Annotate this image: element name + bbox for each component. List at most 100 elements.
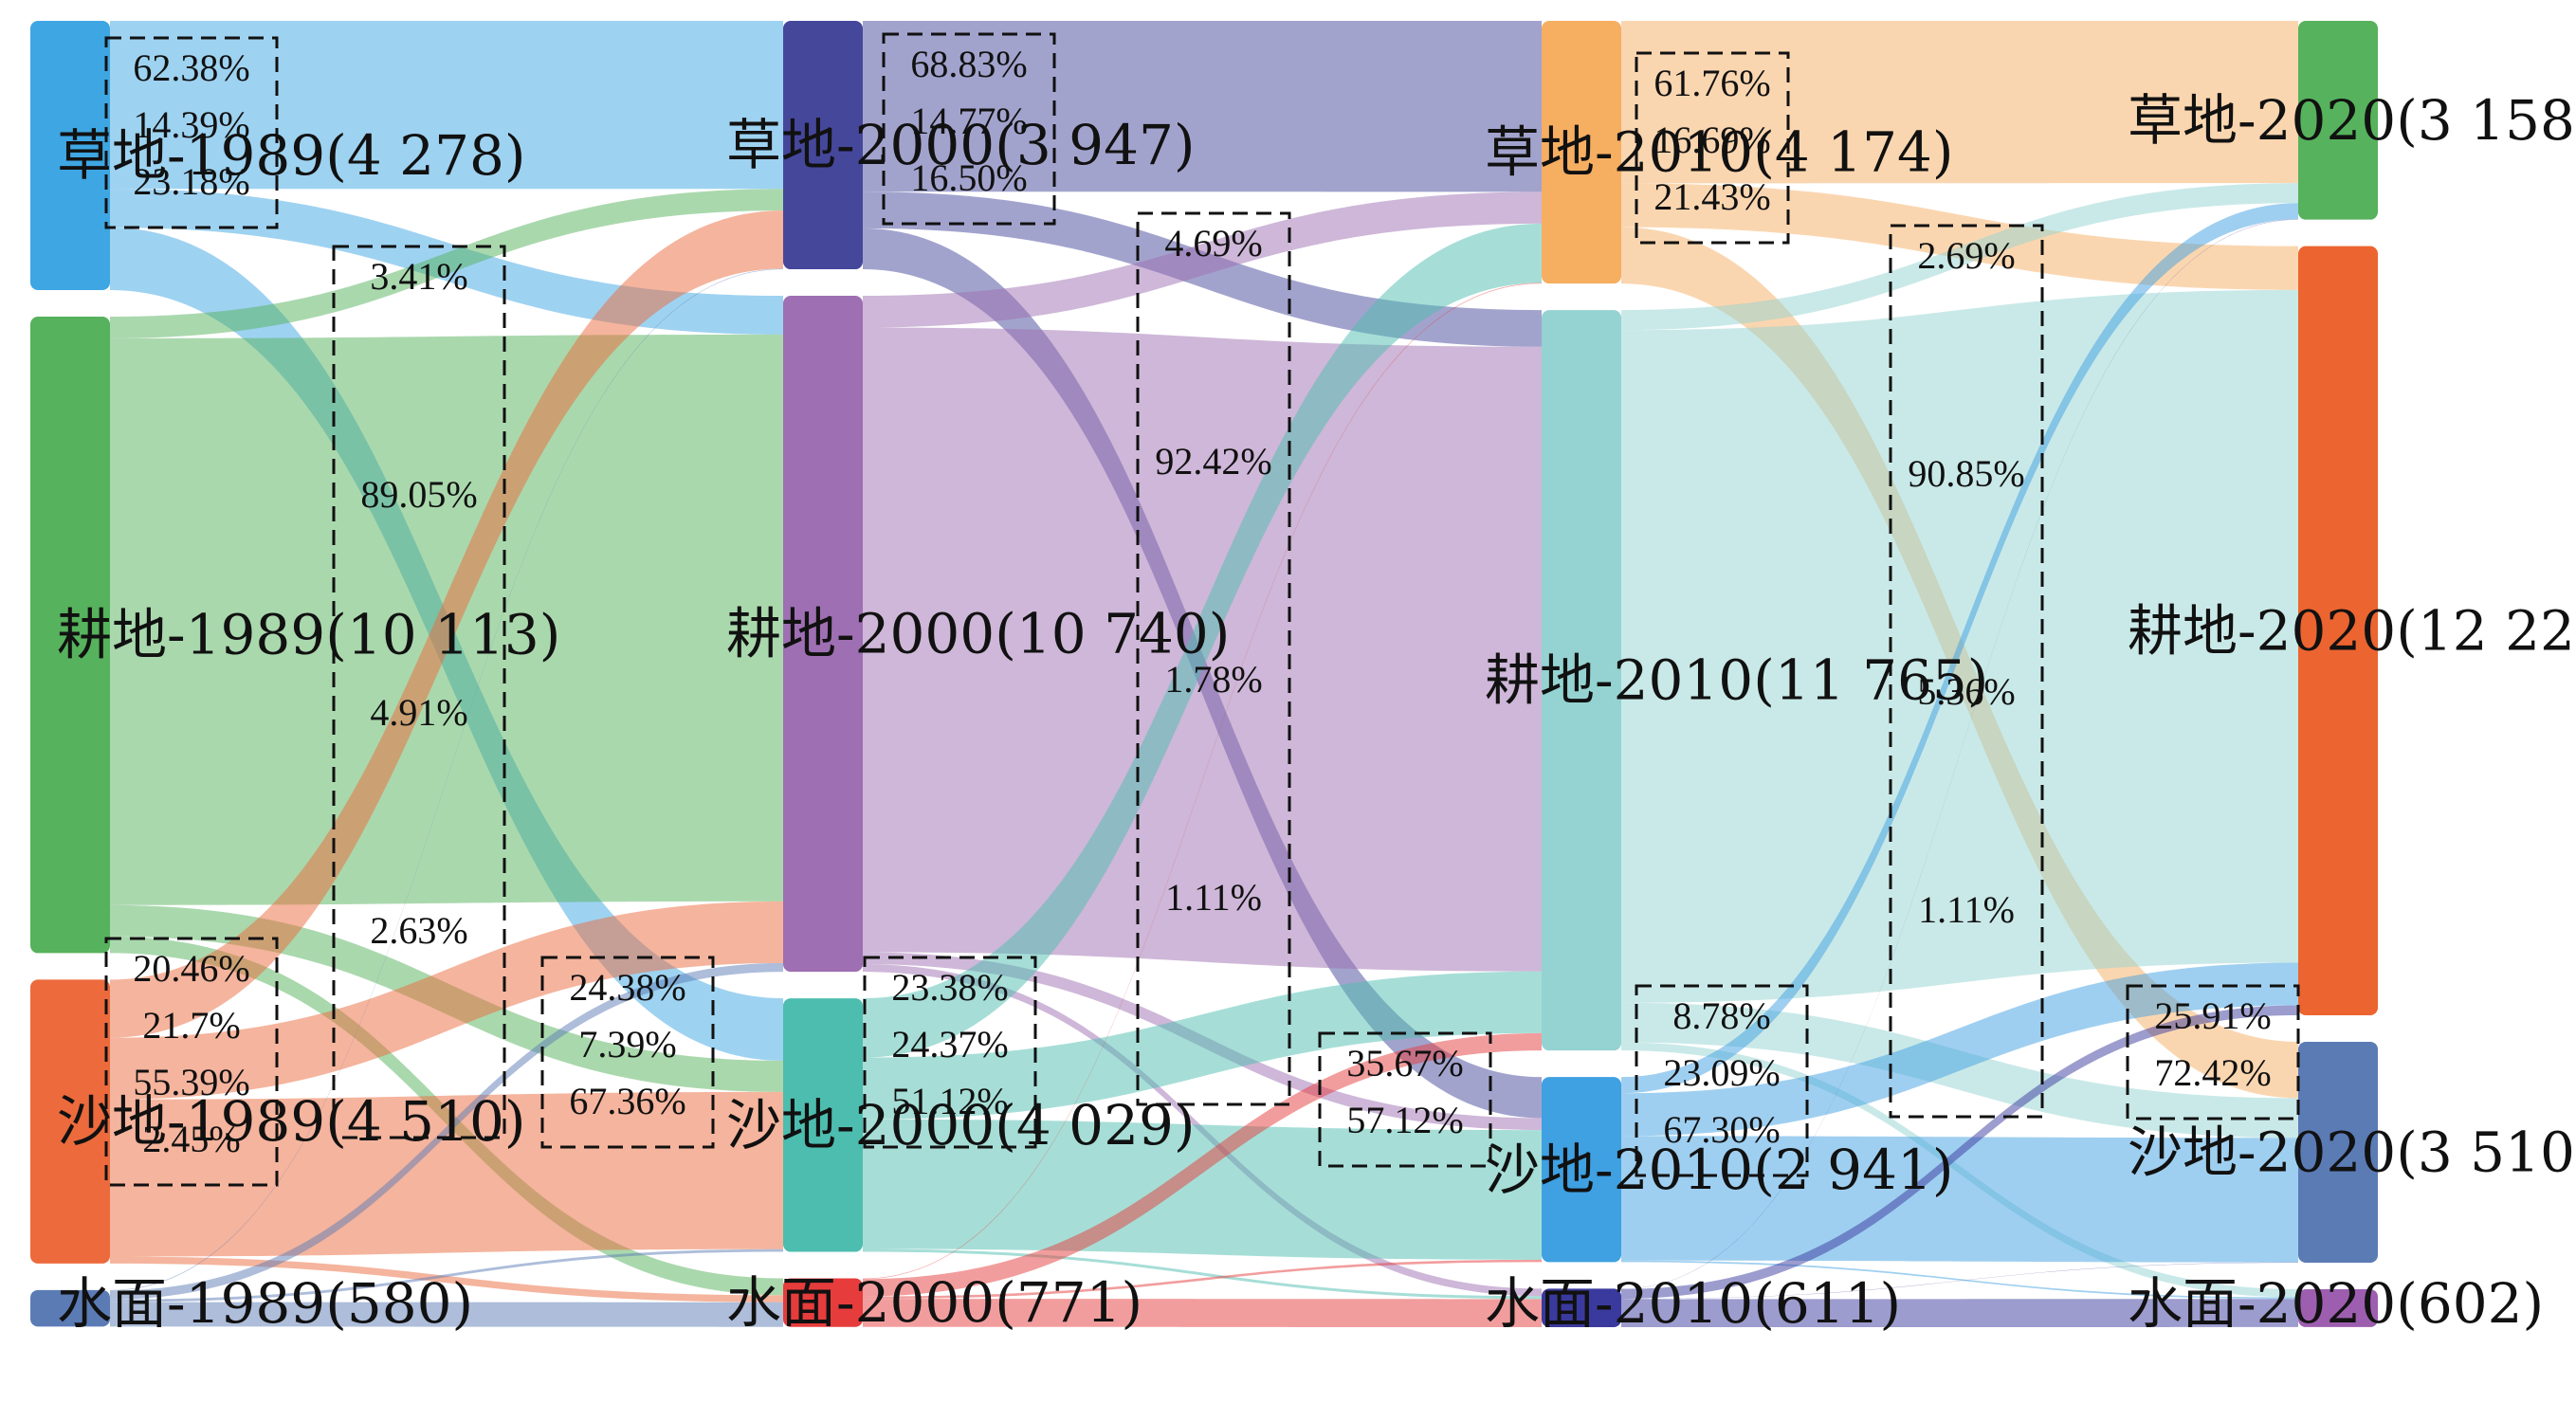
node-label-g89: 草地-1989(4 278) [57, 123, 526, 188]
flow-s00-g10 [863, 223, 1542, 1058]
percent-box [104, 937, 279, 1187]
percent-labels: 62.38% 14.39% 23.18% 3.41% 89.05% 4.91% 2.63% 2… [133, 43, 2271, 1160]
percent-label: 90.85% [1908, 452, 2024, 495]
flow-w89-w00 [110, 1302, 783, 1327]
percent-label: 24.37% [891, 1023, 1008, 1066]
flow-w89-c00 [110, 962, 783, 1300]
node-c00 [783, 296, 863, 973]
percent-label: 62.38% [133, 46, 249, 89]
percent-box [882, 32, 1056, 226]
node-label-s20: 沙地-2020(3 510) [2128, 1120, 2576, 1184]
node-labels: 草地-1989(4 278) 耕地-1989(10 113) 沙地-1989(4 5… [57, 88, 2576, 1336]
percent-label: 21.43% [1653, 175, 1770, 218]
flow-w00-s10 [863, 1259, 1542, 1300]
percent-boxes [104, 32, 2300, 1187]
percent-box [332, 245, 506, 1139]
node-label-s89: 沙地-1989(4 510) [57, 1089, 526, 1154]
percent-label: 1.11% [1918, 888, 2015, 931]
percent-box [1318, 1031, 1492, 1168]
node-g89 [30, 21, 110, 291]
percent-box [1136, 211, 1291, 1106]
percent-label: 1.11% [1165, 876, 1262, 919]
flow-s10-w20 [1621, 1260, 2298, 1300]
flow-s00-s10 [863, 1119, 1542, 1260]
percent-label: 23.18% [133, 160, 249, 203]
flow-w89-g00 [110, 268, 783, 1291]
flow-c00-g10 [863, 191, 1542, 328]
flow-g10-c20 [1621, 183, 2298, 290]
percent-label: 67.36% [569, 1080, 685, 1122]
node-w00 [783, 1278, 863, 1327]
node-c89 [30, 317, 110, 954]
percent-box [863, 956, 1037, 1149]
node-label-s00: 沙地-2000(4 029) [726, 1093, 1196, 1157]
percent-label: 2.45% [142, 1118, 240, 1160]
percent-box [1635, 51, 1790, 245]
node-s10 [1542, 1077, 1621, 1263]
flow-w10-s20 [1621, 1262, 2298, 1300]
percent-label: 23.09% [1663, 1051, 1780, 1094]
percent-label: 16.69% [1653, 118, 1770, 161]
percent-label: 16.50% [910, 156, 1027, 199]
percent-label: 7.39% [578, 1023, 676, 1066]
node-c20 [2298, 246, 2378, 1015]
percent-label: 3.41% [370, 255, 467, 298]
percent-label: 35.67% [1346, 1042, 1463, 1084]
flow-s00-w10 [863, 1248, 1542, 1300]
node-label-w00: 水面-2000(771) [726, 1270, 1142, 1335]
flow-w00-g10 [863, 282, 1542, 1280]
percent-label: 92.42% [1155, 440, 1271, 483]
sankey-nodes [30, 21, 2378, 1327]
node-s20 [2298, 1041, 2378, 1263]
percent-label: 23.38% [891, 966, 1008, 1009]
flow-s00-c10 [863, 971, 1542, 1120]
flow-s89-w00 [110, 1256, 783, 1303]
node-s00 [783, 998, 863, 1252]
percent-label: 20.46% [133, 947, 249, 990]
percent-label: 5.36% [1917, 670, 2015, 713]
flow-w00-w10 [863, 1299, 1542, 1327]
percent-label: 14.39% [133, 103, 249, 146]
node-label-c00: 耕地-2000(10 740) [726, 602, 1230, 666]
percent-label: 8.78% [1672, 994, 1770, 1037]
flow-w00-c10 [863, 1032, 1542, 1297]
node-label-w89: 水面-1989(580) [57, 1271, 473, 1336]
percent-label: 57.12% [1346, 1099, 1463, 1141]
percent-label: 61.76% [1653, 62, 1770, 104]
node-label-s10: 沙地-2010(2 941) [1485, 1138, 1954, 1202]
percent-label: 67.30% [1663, 1108, 1780, 1151]
node-w89 [30, 1289, 110, 1327]
flow-c89-g00 [110, 189, 783, 338]
flow-w89-s00 [110, 1248, 783, 1303]
percent-box [2126, 984, 2300, 1121]
percent-label: 51.12% [891, 1080, 1008, 1122]
flow-c10-g20 [1621, 183, 2298, 331]
percent-label: 14.77% [910, 100, 1027, 142]
flow-s89-g00 [110, 210, 783, 1038]
percent-label: 55.39% [133, 1061, 249, 1103]
percent-label: 2.63% [370, 909, 467, 952]
node-label-c89: 耕地-1989(10 113) [57, 603, 560, 667]
flow-s10-s20 [1621, 1136, 2298, 1263]
percent-box [1889, 224, 2044, 1119]
node-label-w20: 水面-2020(602) [2128, 1271, 2544, 1336]
percent-label: 68.83% [910, 43, 1027, 85]
percent-label: 1.78% [1164, 658, 1262, 701]
flow-g00-g10 [863, 21, 1542, 192]
flow-w10-g20 [1621, 219, 2298, 1289]
percent-label: 2.69% [1917, 234, 2015, 277]
node-s89 [30, 979, 110, 1264]
node-label-g00: 草地-2000(3 947) [726, 113, 1196, 177]
flow-w10-w20 [1621, 1299, 2298, 1327]
node-label-w10: 水面-2010(611) [1485, 1271, 1901, 1336]
percent-box [540, 956, 715, 1149]
percent-label: 25.91% [2154, 994, 2271, 1037]
flow-s10-c20 [1621, 962, 2298, 1137]
percent-label: 4.69% [1164, 222, 1262, 264]
percent-label: 89.05% [360, 473, 477, 516]
flow-g10-g20 [1621, 21, 2298, 184]
percent-label: 4.91% [370, 691, 467, 734]
sankey-links [110, 21, 2298, 1327]
percent-box [104, 36, 279, 229]
